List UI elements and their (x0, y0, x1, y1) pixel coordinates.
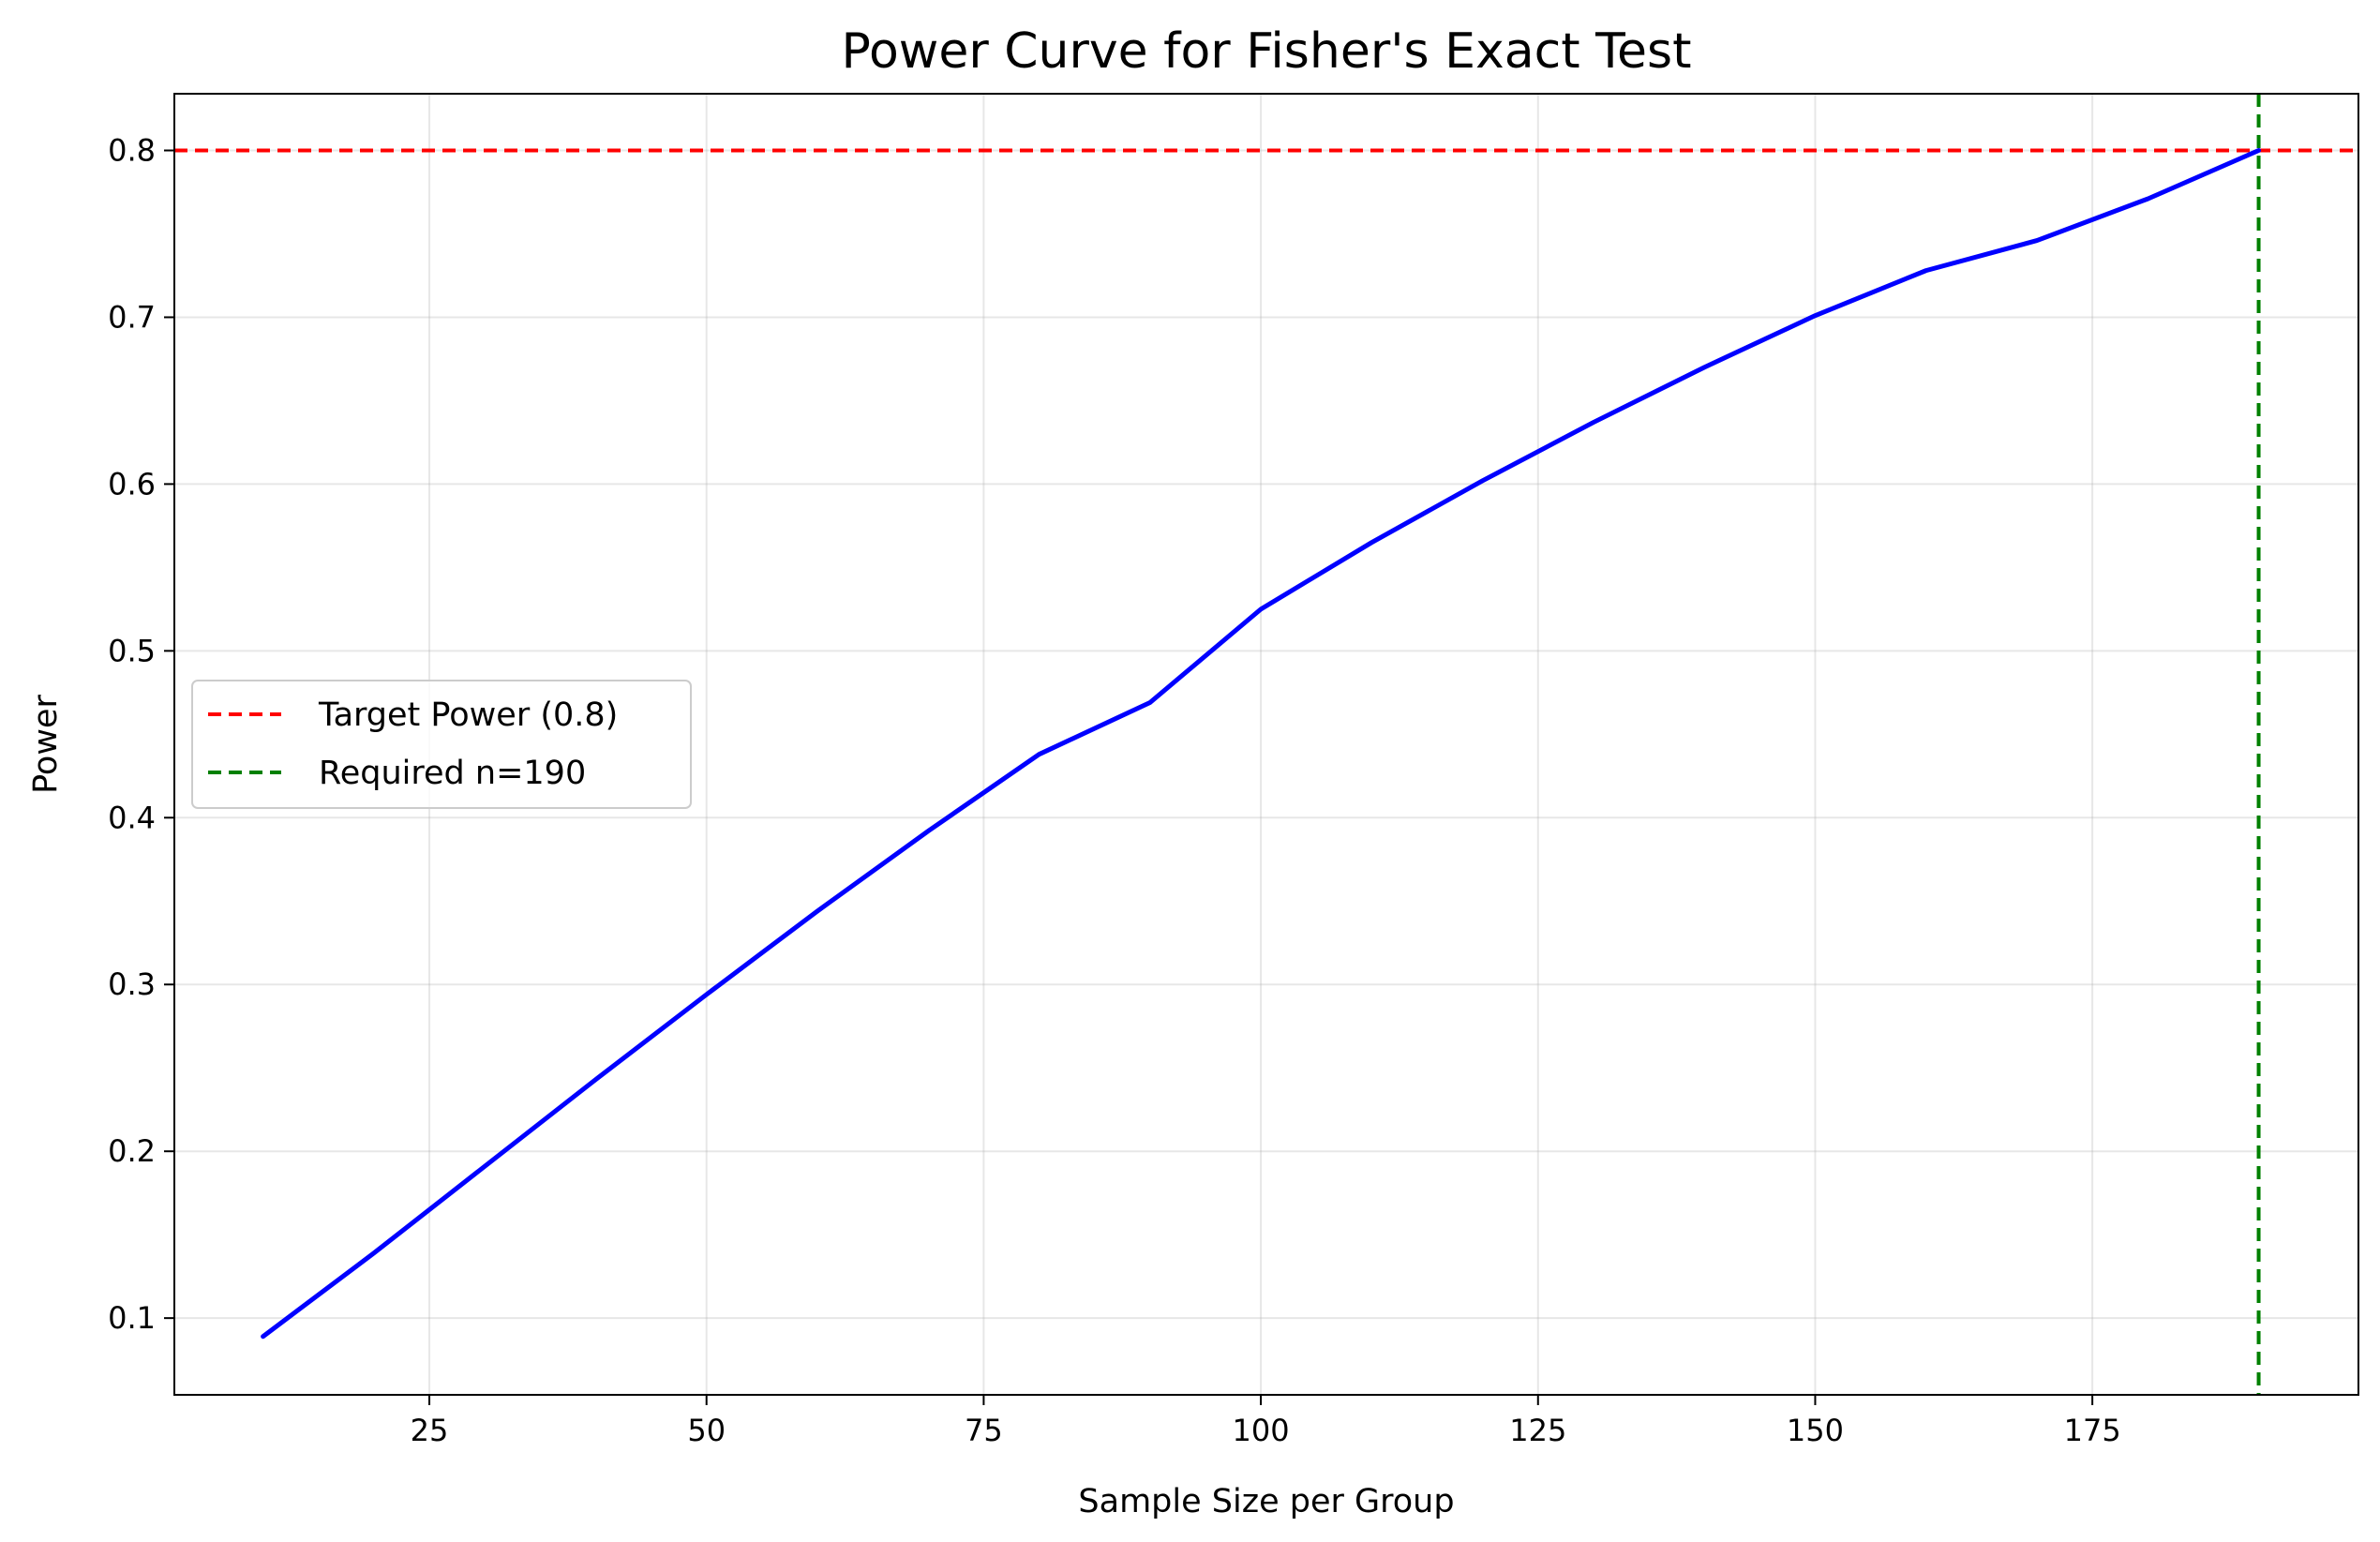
x-tick-label: 75 (965, 1413, 1003, 1448)
x-tick-label: 150 (1787, 1413, 1844, 1448)
legend-box (191, 680, 692, 809)
y-tick-label: 0.8 (108, 133, 156, 169)
reference-lines (174, 94, 2358, 1395)
y-tick-label: 0.4 (108, 800, 156, 835)
y-tick-label: 0.7 (108, 299, 156, 335)
x-tick-label: 175 (2064, 1413, 2121, 1448)
y-tick-label: 0.1 (108, 1300, 156, 1336)
x-tick-label: 50 (687, 1413, 726, 1448)
y-axis-label: Power (27, 694, 65, 793)
x-tick-label: 100 (1233, 1413, 1290, 1448)
x-tick-label: 125 (1509, 1413, 1566, 1448)
legend-entry-target-power: Target Power (0.8) (318, 696, 618, 734)
axis-ticks: 25 50 75 100 125 150 175 0.1 0.2 0.3 0.4 0.5 0.6 0.7 0… (108, 133, 2121, 1448)
chart-title: Power Curve for Fisher's Exact Test (841, 23, 1691, 80)
x-axis-label: Sample Size per Group (1078, 1483, 1454, 1520)
legend: Target Power (0.8) Required n=190 (191, 680, 692, 809)
x-tick-label: 25 (411, 1413, 449, 1448)
y-tick-label: 0.3 (108, 966, 156, 1002)
grid-lines (174, 94, 2358, 1395)
data-series (261, 148, 2262, 1340)
y-tick-label: 0.5 (108, 633, 156, 668)
y-tick-label: 0.2 (108, 1133, 156, 1169)
legend-entry-required-n: Required n=190 (319, 755, 586, 792)
plot-frame (173, 93, 2359, 1396)
y-tick-label: 0.6 (108, 466, 156, 502)
